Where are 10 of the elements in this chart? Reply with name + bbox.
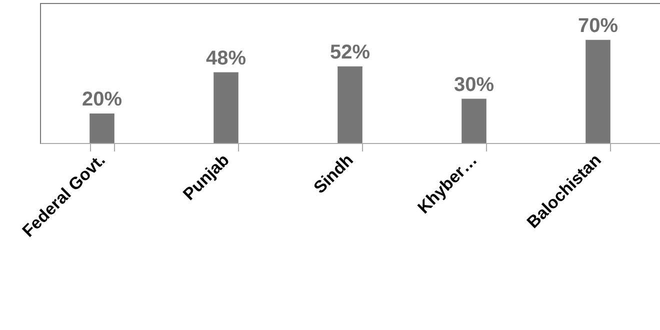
- data-label: 30%: [454, 74, 494, 96]
- bar: [586, 40, 610, 143]
- bar: [90, 114, 114, 143]
- bar: [462, 98, 486, 143]
- data-label: 48%: [206, 47, 246, 70]
- data-label: 70%: [578, 14, 618, 37]
- bar: [214, 72, 238, 143]
- data-label: 20%: [82, 88, 122, 111]
- data-label: 52%: [330, 41, 370, 64]
- bar: [338, 66, 362, 143]
